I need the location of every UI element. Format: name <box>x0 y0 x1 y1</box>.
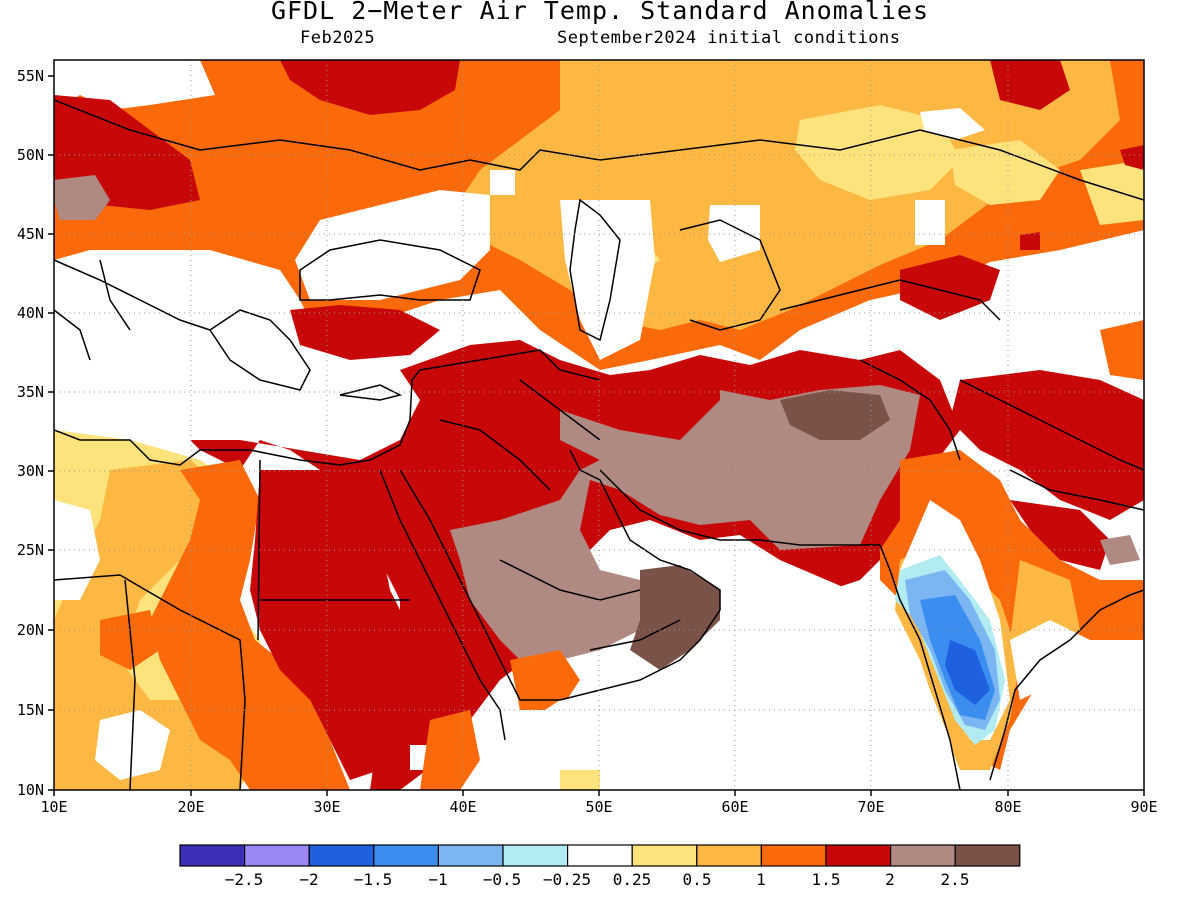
colorbar-label: 2 <box>885 870 895 889</box>
anomaly-field <box>54 60 1144 790</box>
colorbar-label: 0.5 <box>683 870 712 889</box>
colorbar-swatch <box>631 844 698 867</box>
gridlines <box>54 60 1144 790</box>
coastlines <box>54 99 1144 790</box>
colorbar-labels: −2.5 −2 −1.5 −1 −0.5 −0.25 0.25 0.5 1 1.… <box>225 870 970 889</box>
lat-tick-label: 35N <box>17 383 44 401</box>
lat-tick-label: 30N <box>17 462 44 480</box>
colorbar-label: −0.5 <box>483 870 522 889</box>
colorbar-label: −2 <box>299 870 318 889</box>
lon-tick-label: 70E <box>857 798 884 816</box>
lon-tick-label: 30E <box>313 798 340 816</box>
colorbar-swatch <box>825 844 892 867</box>
lat-tick-label: 10N <box>17 781 44 799</box>
colorbar-label: 1.5 <box>812 870 841 889</box>
colorbar-swatch <box>566 844 633 867</box>
lon-tick-label: 20E <box>177 798 204 816</box>
chart-title: GFDL 2−Meter Air Temp. Standard Anomalie… <box>270 0 930 25</box>
colorbar-label: −2.5 <box>225 870 264 889</box>
colorbar-swatch <box>244 844 310 867</box>
colorbar <box>179 844 1021 867</box>
colorbar-swatch <box>308 844 375 867</box>
forecast-month: Feb2025 <box>300 28 376 48</box>
lon-tick-label: 50E <box>585 798 612 816</box>
lon-tick-label: 90E <box>1130 798 1157 816</box>
colorbar-label: 1 <box>756 870 766 889</box>
colorbar-swatch <box>696 844 762 867</box>
tick-marks <box>48 75 1145 796</box>
lon-tick-label: 80E <box>994 798 1021 816</box>
colorbar-label: 2.5 <box>941 870 970 889</box>
lat-tick-label: 50N <box>17 146 44 164</box>
colorbar-swatch <box>373 844 439 867</box>
lat-tick-label: 55N <box>17 67 44 85</box>
colorbar-swatch <box>889 844 956 867</box>
lat-axis: 55N 50N 45N 40N 35N 30N 25N 20N 15N 10N <box>17 67 44 799</box>
lon-tick-label: 60E <box>721 798 748 816</box>
lat-tick-label: 20N <box>17 621 44 639</box>
colorbar-swatch <box>502 844 569 867</box>
lat-tick-label: 40N <box>17 304 44 322</box>
initial-conditions: September2024 initial conditions <box>557 28 901 48</box>
lat-tick-label: 25N <box>17 541 44 559</box>
colorbar-swatch <box>179 844 246 867</box>
colorbar-label: −1.5 <box>354 870 393 889</box>
lon-axis: 10E 20E 30E 40E 50E 60E 70E 80E 90E <box>40 798 1157 816</box>
colorbar-label: −1 <box>428 870 447 889</box>
lat-tick-label: 45N <box>17 225 44 243</box>
lon-tick-label: 10E <box>40 798 67 816</box>
colorbar-swatch <box>760 844 827 867</box>
colorbar-swatch <box>954 844 1021 867</box>
colorbar-swatch <box>437 844 504 867</box>
lat-tick-label: 15N <box>17 701 44 719</box>
lon-tick-label: 40E <box>449 798 476 816</box>
colorbar-label: 0.25 <box>613 870 652 889</box>
colorbar-label: −0.25 <box>543 870 591 889</box>
